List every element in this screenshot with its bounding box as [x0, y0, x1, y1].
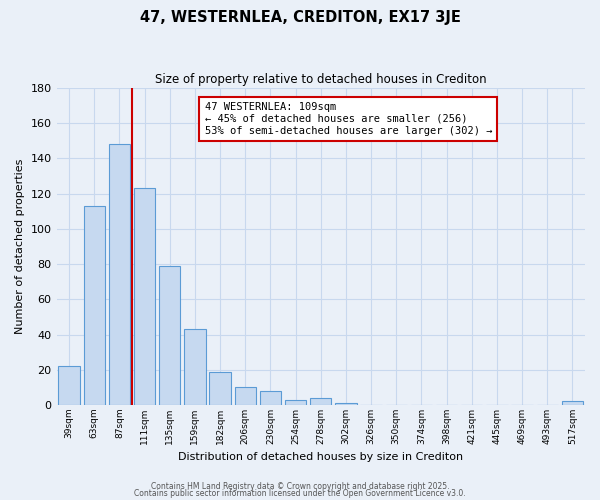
Bar	[260, 391, 281, 405]
Bar	[310, 398, 331, 405]
Bar	[184, 330, 206, 405]
Bar	[159, 266, 181, 405]
Bar	[209, 372, 231, 405]
Bar	[58, 366, 80, 405]
Y-axis label: Number of detached properties: Number of detached properties	[15, 159, 25, 334]
Bar	[83, 206, 105, 405]
Title: Size of property relative to detached houses in Crediton: Size of property relative to detached ho…	[155, 72, 487, 86]
Text: 47 WESTERNLEA: 109sqm
← 45% of detached houses are smaller (256)
53% of semi-det: 47 WESTERNLEA: 109sqm ← 45% of detached …	[205, 102, 492, 136]
Text: Contains HM Land Registry data © Crown copyright and database right 2025.: Contains HM Land Registry data © Crown c…	[151, 482, 449, 491]
X-axis label: Distribution of detached houses by size in Crediton: Distribution of detached houses by size …	[178, 452, 463, 462]
Bar	[285, 400, 307, 405]
Text: 47, WESTERNLEA, CREDITON, EX17 3JE: 47, WESTERNLEA, CREDITON, EX17 3JE	[140, 10, 460, 25]
Text: Contains public sector information licensed under the Open Government Licence v3: Contains public sector information licen…	[134, 489, 466, 498]
Bar	[335, 404, 356, 405]
Bar	[562, 402, 583, 405]
Bar	[109, 144, 130, 405]
Bar	[134, 188, 155, 405]
Bar	[235, 388, 256, 405]
